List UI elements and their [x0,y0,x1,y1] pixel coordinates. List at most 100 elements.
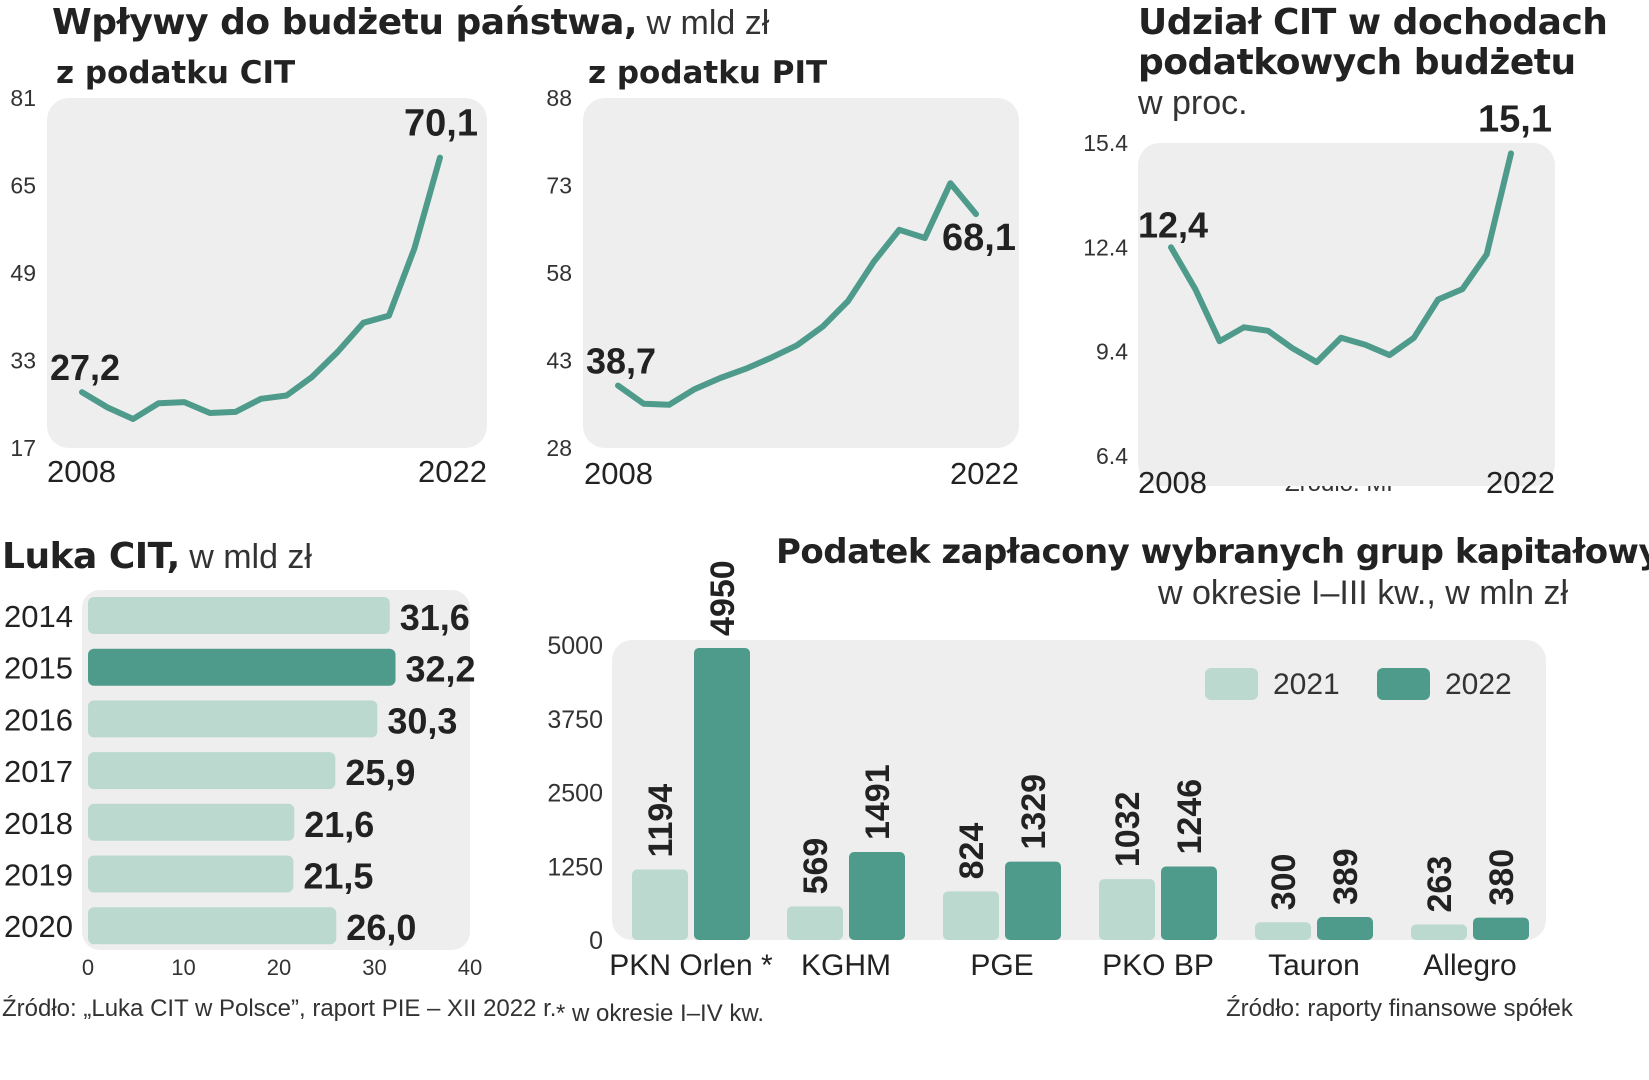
gap-category-label: 2015 [4,651,73,686]
groups-bar-2022 [1317,917,1373,940]
main-title-unit: w mld zł [637,4,770,42]
pit-xlabel-start: 2008 [584,456,653,491]
cit-subtitle: z podatku CIT [56,55,296,91]
gap-bar [88,700,378,738]
groups-value-label: 263 [1421,856,1459,913]
gap-bar [88,803,295,841]
pit-start-label: 38,7 [586,341,656,382]
gap-value-label: 30,3 [387,700,457,741]
groups-value-label: 1491 [859,764,897,840]
groups-bar-2022 [694,647,750,940]
groups-value-label: 569 [797,838,835,895]
source-gap: Źródło: „Luka CIT w Polsce”, raport PIE … [2,995,557,1022]
groups-bar-2021 [1255,922,1311,940]
gap-xtick-label: 10 [171,955,195,980]
gap-bar [88,648,396,686]
gap-value-label: 31,6 [400,597,470,638]
gap-bar [88,855,294,893]
gap-category-label: 2019 [4,858,73,893]
gap-xtick-label: 30 [362,955,386,980]
gap-value-label: 21,6 [304,804,374,845]
gap-title-unit: w mld zł [179,538,312,576]
groups-category-label: PKN Orlen * [609,949,773,982]
gap-bar [88,907,337,945]
share-xlabel-end: 2022 [1486,465,1555,500]
groups-ytick-label: 3750 [547,706,603,734]
groups-bar-2021 [1411,924,1467,940]
cit-xlabel-end: 2022 [418,454,487,489]
groups-ytick-label: 5000 [547,632,603,660]
share-ytick-label: 15.4 [1083,130,1128,156]
share-title-line2: podatkowych budżetu [1138,42,1576,83]
legend-label-2022: 2022 [1445,668,1512,701]
groups-value-label: 380 [1483,849,1521,906]
cit-ytick-label: 65 [10,173,36,199]
gap-category-label: 2018 [4,806,73,841]
gap-category-label: 2014 [4,599,73,634]
gap-category-label: 2017 [4,754,73,789]
groups-ytick-label: 1250 [547,853,603,881]
legend-label-2021: 2021 [1273,668,1340,701]
cit-end-label: 70,1 [404,103,478,145]
groups-bar-2021 [1099,879,1155,940]
cit-start-label: 27,2 [50,347,120,388]
groups-value-label: 824 [953,823,991,880]
gap-category-label: 2016 [4,702,73,737]
groups-category-label: PKO BP [1102,949,1214,982]
pit-subtitle: z podatku PIT [588,55,828,91]
groups-panel [612,640,1546,940]
gap-bar [88,752,336,790]
gap-xtick-label: 0 [82,955,94,980]
share-panel [1138,143,1555,486]
gap-title-bold: Luka CIT, [2,536,180,577]
groups-category-label: Tauron [1268,949,1360,982]
legend-swatch-2022 [1377,668,1430,700]
pit-ytick-label: 88 [546,85,572,111]
groups-value-label: 1194 [642,784,680,858]
share-title-unit: w proc. [1138,84,1248,122]
groups-value-label: 1032 [1109,791,1147,867]
share-ytick-label: 6.4 [1096,443,1128,469]
groups-bar-2021 [632,869,688,940]
gap-value-label: 21,5 [303,856,373,897]
groups-bar-2022 [1473,917,1529,940]
gap-xtick-label: 20 [267,955,291,980]
share-end-label: 15,1 [1478,98,1552,140]
groups-value-label: 300 [1265,854,1303,911]
pit-panel [583,98,1019,448]
main-title: Wpływy do budżetu państwa, w mld zł [52,2,769,43]
groups-category-label: KGHM [801,949,891,982]
gap-bar [88,597,390,634]
pit-ytick-label: 28 [546,435,572,461]
pit-ytick-label: 73 [546,173,572,199]
gap-value-label: 32,2 [406,649,476,690]
gap-category-label: 2020 [4,909,73,944]
groups-bar-2022 [849,852,905,940]
pit-ytick-label: 43 [546,348,572,374]
footnote-orlen: * w okresie I–IV kw. [556,1000,765,1027]
cit-panel [47,98,487,448]
gap-xtick-label: 40 [458,955,482,980]
pit-ytick-label: 58 [546,260,572,286]
groups-ytick-label: 2500 [547,780,603,808]
groups-value-label: 1246 [1171,779,1209,855]
share-title-line1: Udział CIT w dochodach [1138,2,1608,43]
groups-category-label: Allegro [1423,949,1516,982]
groups-category-label: PGE [970,949,1033,982]
groups-value-label: 4950 [704,560,742,636]
source-groups: Źródło: raporty finansowe spółek [1226,995,1573,1022]
gap-title: Luka CIT, w mld zł [2,536,312,577]
pit-end-label: 68,1 [942,217,1016,259]
groups-bar-2022 [1005,861,1061,940]
groups-bar-2021 [943,891,999,940]
share-ytick-label: 9.4 [1096,339,1128,365]
groups-value-label: 1329 [1015,774,1053,850]
gap-value-label: 25,9 [345,752,415,793]
groups-bar-2022 [1161,866,1217,940]
cit-ytick-label: 49 [10,260,36,286]
share-xlabel-start: 2008 [1138,465,1207,500]
groups-ytick-label: 0 [589,927,603,955]
cit-ytick-label: 81 [10,85,36,111]
gap-value-label: 26,0 [346,907,416,948]
